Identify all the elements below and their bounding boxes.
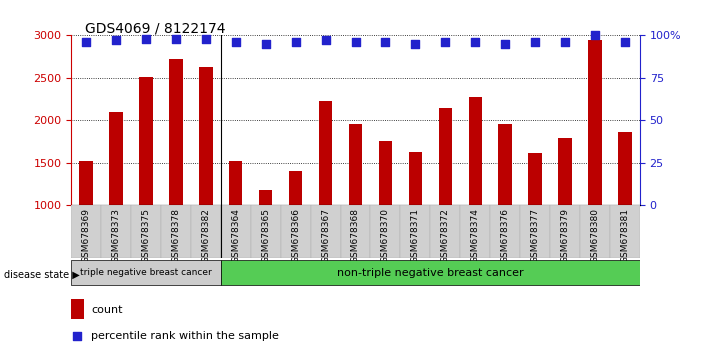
Text: GSM678364: GSM678364 [231, 208, 240, 263]
Text: disease state ▶: disease state ▶ [4, 269, 80, 279]
Bar [341, 205, 370, 258]
Point [320, 38, 331, 43]
Bar [101, 205, 131, 258]
Text: GSM678380: GSM678380 [591, 208, 599, 263]
Text: GSM678369: GSM678369 [82, 208, 90, 263]
Point [80, 39, 92, 45]
Bar [221, 205, 251, 258]
Bar [221, 260, 640, 285]
Bar [558, 138, 572, 205]
Point [230, 39, 242, 45]
Bar [169, 59, 183, 205]
Text: GSM678371: GSM678371 [411, 208, 420, 263]
Bar [370, 205, 400, 258]
Point [290, 39, 301, 45]
Bar [469, 97, 482, 205]
Bar [139, 77, 153, 205]
Bar [71, 299, 84, 319]
Bar [319, 101, 332, 205]
Bar [109, 112, 123, 205]
Point [140, 36, 151, 42]
Bar [550, 205, 580, 258]
Point [260, 41, 272, 47]
Point [439, 39, 451, 45]
Bar [199, 67, 213, 205]
Point [619, 39, 631, 45]
Bar [251, 205, 281, 258]
Bar [618, 132, 631, 205]
Bar [409, 152, 422, 205]
Point [500, 41, 511, 47]
Text: GSM678377: GSM678377 [530, 208, 540, 263]
Bar [131, 205, 161, 258]
Bar [229, 161, 242, 205]
Bar [161, 205, 191, 258]
Bar [311, 205, 341, 258]
Bar [349, 124, 362, 205]
Point [72, 333, 83, 339]
Point [530, 39, 541, 45]
Bar [379, 141, 392, 205]
Text: GSM678378: GSM678378 [171, 208, 181, 263]
Text: GSM678379: GSM678379 [560, 208, 570, 263]
Bar [528, 153, 542, 205]
Text: count: count [91, 305, 122, 315]
Text: GDS4069 / 8122174: GDS4069 / 8122174 [85, 21, 226, 35]
Bar [289, 171, 302, 205]
Point [380, 39, 391, 45]
Text: GSM678367: GSM678367 [321, 208, 330, 263]
Text: GSM678372: GSM678372 [441, 208, 450, 263]
Bar [580, 205, 610, 258]
Text: GSM678376: GSM678376 [501, 208, 510, 263]
Point [560, 39, 571, 45]
Bar [588, 40, 602, 205]
Point [589, 33, 601, 38]
Bar [460, 205, 490, 258]
Point [410, 41, 421, 47]
Point [469, 39, 481, 45]
Bar [71, 260, 221, 285]
Bar [71, 205, 101, 258]
Bar [80, 161, 93, 205]
Point [350, 39, 361, 45]
Bar [520, 205, 550, 258]
Bar [490, 205, 520, 258]
Bar [259, 190, 272, 205]
Bar [498, 124, 512, 205]
Point [170, 36, 181, 42]
Text: percentile rank within the sample: percentile rank within the sample [91, 331, 279, 341]
Bar [191, 205, 221, 258]
Bar [400, 205, 430, 258]
Bar [439, 108, 452, 205]
Text: triple negative breast cancer: triple negative breast cancer [80, 268, 212, 277]
Bar [610, 205, 640, 258]
Text: GSM678381: GSM678381 [621, 208, 629, 263]
Text: GSM678368: GSM678368 [351, 208, 360, 263]
Text: non-triple negative breast cancer: non-triple negative breast cancer [337, 268, 524, 278]
Text: GSM678375: GSM678375 [141, 208, 151, 263]
Point [110, 38, 122, 43]
Text: GSM678373: GSM678373 [112, 208, 120, 263]
Text: GSM678382: GSM678382 [201, 208, 210, 263]
Bar [281, 205, 311, 258]
Text: GSM678374: GSM678374 [471, 208, 480, 263]
Text: GSM678365: GSM678365 [261, 208, 270, 263]
Bar [430, 205, 460, 258]
Text: GSM678370: GSM678370 [381, 208, 390, 263]
Point [200, 36, 211, 42]
Text: GSM678366: GSM678366 [291, 208, 300, 263]
